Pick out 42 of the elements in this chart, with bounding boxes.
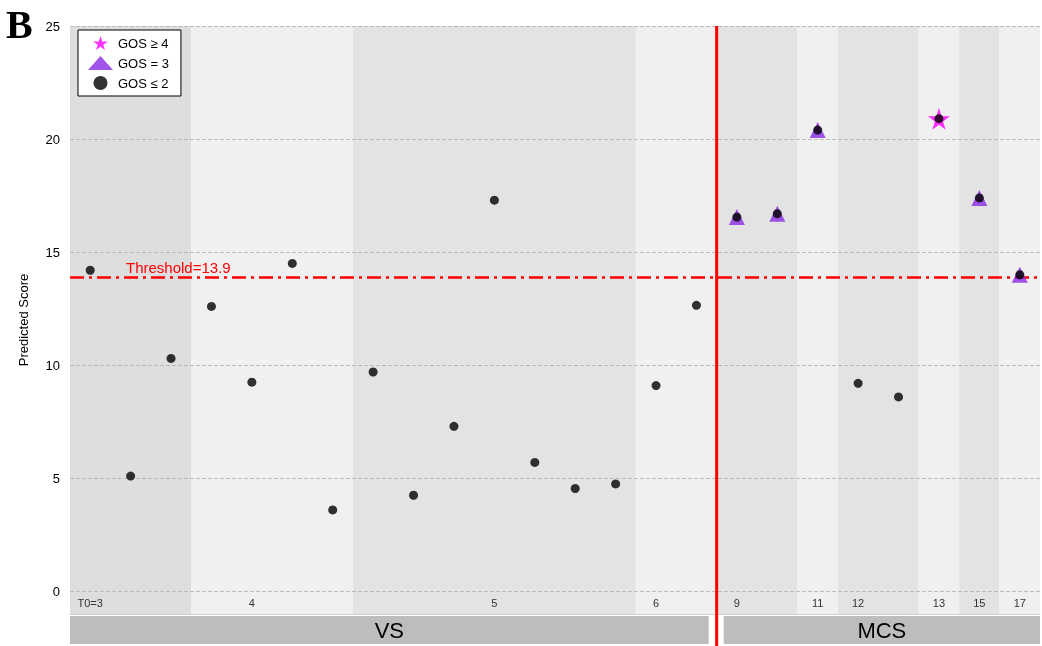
point [206,301,216,311]
legend-label: GOS = 3 [118,55,169,71]
y-tick-label: 20 [45,131,60,147]
point [287,258,297,268]
legend-label: GOS ≤ 2 [118,75,169,91]
point [409,490,419,500]
y-tick-label: 5 [52,470,60,486]
x-tick-label: 17 [1013,596,1026,609]
y-tick-label: 25 [45,18,60,34]
text: B [6,1,33,47]
x-tick-label: T0=3 [77,596,103,609]
y-tick-label: 15 [45,244,60,260]
point [126,471,136,481]
x-tick-label: 6 [652,596,660,609]
x-tick-label: 5 [491,596,498,609]
point [489,195,499,205]
x-tick-label: 4 [248,596,255,609]
y-tick-label: 0 [52,583,60,599]
point [530,457,540,467]
x-tick-label: 15 [973,596,986,609]
point [894,392,904,402]
point [853,378,863,388]
point [611,479,621,489]
point [691,300,701,310]
x-tick-label: 11 [812,596,824,609]
point [570,483,580,493]
ref-line-label: Threshold=13.9 [126,259,231,277]
text: VS [374,617,405,643]
point [247,377,257,387]
x-tick-label: 13 [932,596,946,609]
legend-label: GOS ≥ 4 [118,35,169,51]
y-tick-label: 10 [45,357,60,373]
point [166,353,176,363]
point [368,367,378,377]
y-axis-title: Predicted Score [16,273,31,367]
point [328,505,338,515]
x-tick-label: 9 [733,596,740,609]
point [449,421,459,431]
point [651,381,661,391]
x-tick-label: 12 [852,596,865,609]
text: MCS [857,617,907,643]
point [85,265,95,275]
